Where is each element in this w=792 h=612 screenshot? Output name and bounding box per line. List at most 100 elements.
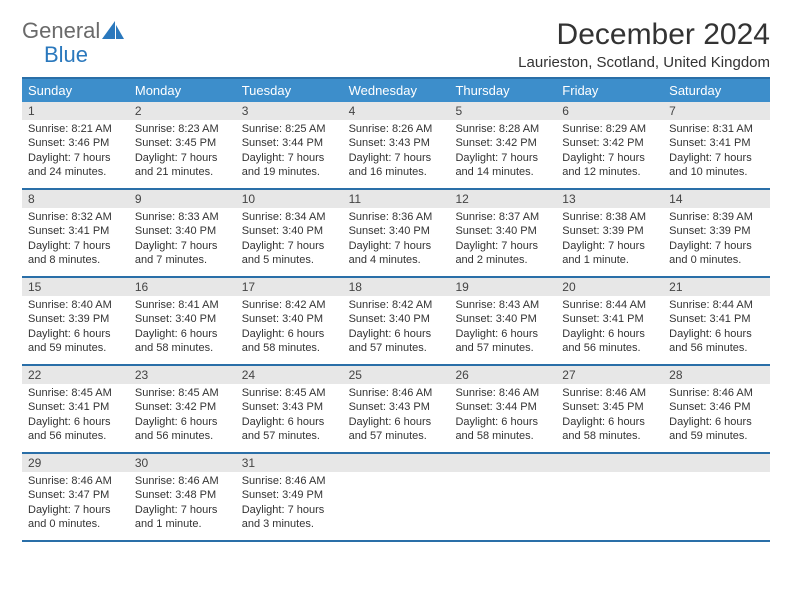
- day-body: Sunrise: 8:38 AMSunset: 3:39 PMDaylight:…: [556, 208, 663, 269]
- sunset: Sunset: 3:45 PM: [562, 400, 657, 414]
- day-cell: 28Sunrise: 8:46 AMSunset: 3:46 PMDayligh…: [663, 366, 770, 452]
- day-number: 14: [663, 190, 770, 208]
- daylight: Daylight: 6 hours and 56 minutes.: [135, 415, 230, 444]
- day-cell: [556, 454, 663, 540]
- day-number: [663, 454, 770, 472]
- logo: General: [22, 18, 126, 44]
- sunrise: Sunrise: 8:46 AM: [135, 474, 230, 488]
- day-cell: 20Sunrise: 8:44 AMSunset: 3:41 PMDayligh…: [556, 278, 663, 364]
- day-body: Sunrise: 8:45 AMSunset: 3:41 PMDaylight:…: [22, 384, 129, 445]
- day-cell: 13Sunrise: 8:38 AMSunset: 3:39 PMDayligh…: [556, 190, 663, 276]
- daylight: Daylight: 6 hours and 59 minutes.: [28, 327, 123, 356]
- sunset: Sunset: 3:41 PM: [669, 312, 764, 326]
- week-row: 22Sunrise: 8:45 AMSunset: 3:41 PMDayligh…: [22, 366, 770, 454]
- sunrise: Sunrise: 8:33 AM: [135, 210, 230, 224]
- day-number: 18: [343, 278, 450, 296]
- day-cell: 14Sunrise: 8:39 AMSunset: 3:39 PMDayligh…: [663, 190, 770, 276]
- daylight: Daylight: 7 hours and 3 minutes.: [242, 503, 337, 532]
- day-cell: 25Sunrise: 8:46 AMSunset: 3:43 PMDayligh…: [343, 366, 450, 452]
- day-cell: 22Sunrise: 8:45 AMSunset: 3:41 PMDayligh…: [22, 366, 129, 452]
- day-body: Sunrise: 8:44 AMSunset: 3:41 PMDaylight:…: [556, 296, 663, 357]
- sunset: Sunset: 3:40 PM: [349, 312, 444, 326]
- sunrise: Sunrise: 8:37 AM: [455, 210, 550, 224]
- day-body: [343, 472, 450, 476]
- daylight: Daylight: 6 hours and 56 minutes.: [562, 327, 657, 356]
- day-cell: 24Sunrise: 8:45 AMSunset: 3:43 PMDayligh…: [236, 366, 343, 452]
- day-number: 3: [236, 102, 343, 120]
- day-body: Sunrise: 8:41 AMSunset: 3:40 PMDaylight:…: [129, 296, 236, 357]
- sunset: Sunset: 3:44 PM: [455, 400, 550, 414]
- day-body: Sunrise: 8:34 AMSunset: 3:40 PMDaylight:…: [236, 208, 343, 269]
- day-body: Sunrise: 8:28 AMSunset: 3:42 PMDaylight:…: [449, 120, 556, 181]
- col-sunday: Sunday: [22, 79, 129, 102]
- sunset: Sunset: 3:43 PM: [242, 400, 337, 414]
- daylight: Daylight: 6 hours and 58 minutes.: [135, 327, 230, 356]
- day-number: 15: [22, 278, 129, 296]
- logo-text-1: General: [22, 18, 100, 44]
- sunrise: Sunrise: 8:46 AM: [455, 386, 550, 400]
- day-body: Sunrise: 8:23 AMSunset: 3:45 PMDaylight:…: [129, 120, 236, 181]
- day-cell: 2Sunrise: 8:23 AMSunset: 3:45 PMDaylight…: [129, 102, 236, 188]
- daylight: Daylight: 7 hours and 8 minutes.: [28, 239, 123, 268]
- day-number: 9: [129, 190, 236, 208]
- sunset: Sunset: 3:41 PM: [28, 224, 123, 238]
- day-body: [663, 472, 770, 476]
- day-number: 12: [449, 190, 556, 208]
- daylight: Daylight: 6 hours and 59 minutes.: [669, 415, 764, 444]
- sunrise: Sunrise: 8:44 AM: [669, 298, 764, 312]
- day-number: 1: [22, 102, 129, 120]
- sunset: Sunset: 3:40 PM: [455, 224, 550, 238]
- day-body: Sunrise: 8:46 AMSunset: 3:46 PMDaylight:…: [663, 384, 770, 445]
- day-cell: 18Sunrise: 8:42 AMSunset: 3:40 PMDayligh…: [343, 278, 450, 364]
- col-wednesday: Wednesday: [343, 79, 450, 102]
- day-number: 21: [663, 278, 770, 296]
- week-row: 8Sunrise: 8:32 AMSunset: 3:41 PMDaylight…: [22, 190, 770, 278]
- sunset: Sunset: 3:40 PM: [135, 312, 230, 326]
- daylight: Daylight: 7 hours and 10 minutes.: [669, 151, 764, 180]
- sunrise: Sunrise: 8:43 AM: [455, 298, 550, 312]
- day-cell: 17Sunrise: 8:42 AMSunset: 3:40 PMDayligh…: [236, 278, 343, 364]
- day-number: 23: [129, 366, 236, 384]
- sunset: Sunset: 3:44 PM: [242, 136, 337, 150]
- day-body: Sunrise: 8:46 AMSunset: 3:45 PMDaylight:…: [556, 384, 663, 445]
- day-number: 11: [343, 190, 450, 208]
- col-thursday: Thursday: [449, 79, 556, 102]
- day-cell: 6Sunrise: 8:29 AMSunset: 3:42 PMDaylight…: [556, 102, 663, 188]
- day-body: Sunrise: 8:43 AMSunset: 3:40 PMDaylight:…: [449, 296, 556, 357]
- daylight: Daylight: 6 hours and 57 minutes.: [242, 415, 337, 444]
- week-row: 1Sunrise: 8:21 AMSunset: 3:46 PMDaylight…: [22, 102, 770, 190]
- col-saturday: Saturday: [663, 79, 770, 102]
- header: General December 2024 Laurieston, Scotla…: [22, 18, 770, 71]
- day-body: Sunrise: 8:46 AMSunset: 3:47 PMDaylight:…: [22, 472, 129, 533]
- day-number: [449, 454, 556, 472]
- day-cell: 3Sunrise: 8:25 AMSunset: 3:44 PMDaylight…: [236, 102, 343, 188]
- day-cell: 5Sunrise: 8:28 AMSunset: 3:42 PMDaylight…: [449, 102, 556, 188]
- sunrise: Sunrise: 8:46 AM: [562, 386, 657, 400]
- day-cell: 29Sunrise: 8:46 AMSunset: 3:47 PMDayligh…: [22, 454, 129, 540]
- daylight: Daylight: 7 hours and 19 minutes.: [242, 151, 337, 180]
- sunrise: Sunrise: 8:45 AM: [242, 386, 337, 400]
- day-cell: 23Sunrise: 8:45 AMSunset: 3:42 PMDayligh…: [129, 366, 236, 452]
- daylight: Daylight: 7 hours and 1 minute.: [135, 503, 230, 532]
- daylight: Daylight: 6 hours and 58 minutes.: [562, 415, 657, 444]
- daylight: Daylight: 6 hours and 56 minutes.: [28, 415, 123, 444]
- sunset: Sunset: 3:39 PM: [669, 224, 764, 238]
- day-number: 31: [236, 454, 343, 472]
- sunrise: Sunrise: 8:46 AM: [349, 386, 444, 400]
- day-number: 25: [343, 366, 450, 384]
- sunrise: Sunrise: 8:45 AM: [135, 386, 230, 400]
- sunrise: Sunrise: 8:28 AM: [455, 122, 550, 136]
- day-cell: 12 Sunrise: 8:37 AMSunset: 3:40 PMDayligh…: [449, 190, 556, 276]
- day-body: Sunrise: 8:46 AMSunset: 3:44 PMDaylight:…: [449, 384, 556, 445]
- sunrise: Sunrise: 8:36 AM: [349, 210, 444, 224]
- day-cell: 1Sunrise: 8:21 AMSunset: 3:46 PMDaylight…: [22, 102, 129, 188]
- day-number: 8: [22, 190, 129, 208]
- sunrise: Sunrise: 8:45 AM: [28, 386, 123, 400]
- day-cell: 7Sunrise: 8:31 AMSunset: 3:41 PMDaylight…: [663, 102, 770, 188]
- day-number: 17: [236, 278, 343, 296]
- daylight: Daylight: 6 hours and 58 minutes.: [242, 327, 337, 356]
- sunrise: Sunrise: 8:42 AM: [242, 298, 337, 312]
- daylight: Daylight: 7 hours and 2 minutes.: [455, 239, 550, 268]
- sunset: Sunset: 3:41 PM: [669, 136, 764, 150]
- day-body: Sunrise: 8:45 AMSunset: 3:42 PMDaylight:…: [129, 384, 236, 445]
